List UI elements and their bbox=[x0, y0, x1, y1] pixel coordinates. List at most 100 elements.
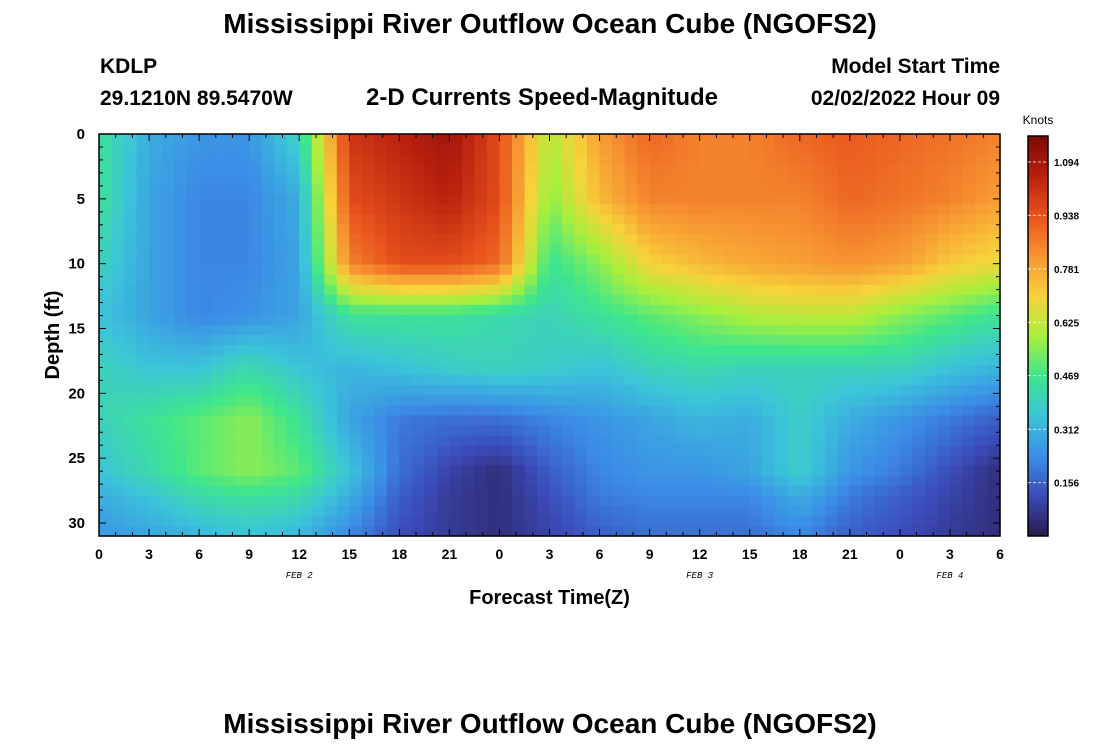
heatmap-cell bbox=[674, 505, 688, 517]
heatmap-cell bbox=[574, 375, 588, 386]
heatmap-cell bbox=[737, 455, 751, 467]
heatmap-cell bbox=[762, 294, 776, 306]
heatmap-cell bbox=[174, 274, 188, 286]
heatmap-cell bbox=[199, 324, 213, 336]
heatmap-cell bbox=[336, 134, 350, 145]
heatmap-cell bbox=[874, 304, 888, 316]
heatmap-cell bbox=[724, 375, 738, 386]
heatmap-cell bbox=[349, 455, 363, 467]
heatmap-cell bbox=[299, 515, 313, 527]
heatmap-cell bbox=[361, 314, 375, 326]
x-tick-label: 3 bbox=[145, 546, 153, 562]
heatmap-cell bbox=[774, 174, 788, 185]
heatmap-cell bbox=[574, 415, 588, 427]
heatmap-cell bbox=[136, 365, 150, 376]
heatmap-cell bbox=[612, 345, 626, 356]
heatmap-cell bbox=[349, 184, 363, 195]
heatmap-cell bbox=[324, 274, 338, 286]
heatmap-cell bbox=[824, 304, 838, 316]
heatmap-cell bbox=[174, 365, 188, 376]
heatmap-cell bbox=[386, 365, 400, 376]
heatmap-cell bbox=[937, 314, 951, 326]
heatmap-cell bbox=[236, 375, 250, 386]
heatmap-cell bbox=[224, 485, 238, 497]
heatmap-cell bbox=[574, 164, 588, 175]
heatmap-cell bbox=[799, 134, 813, 145]
heatmap-cell bbox=[536, 375, 551, 386]
heatmap-cell bbox=[699, 174, 713, 185]
heatmap-cell bbox=[411, 224, 425, 236]
heatmap-cell bbox=[536, 425, 551, 437]
heatmap-cell bbox=[161, 465, 175, 477]
heatmap-cell bbox=[974, 234, 989, 246]
heatmap-cell bbox=[124, 254, 138, 266]
heatmap-cell bbox=[699, 375, 713, 386]
heatmap-cell bbox=[674, 184, 688, 195]
heatmap-cell bbox=[124, 234, 138, 246]
heatmap-cell bbox=[499, 164, 513, 175]
heatmap-cell bbox=[124, 194, 138, 205]
heatmap-cell bbox=[424, 284, 438, 296]
heatmap-cell bbox=[474, 174, 488, 185]
heatmap-cell bbox=[662, 445, 676, 457]
heatmap-cell bbox=[361, 415, 375, 427]
heatmap-cell bbox=[912, 525, 926, 537]
heatmap-cell bbox=[549, 345, 563, 356]
heatmap-cell bbox=[924, 425, 939, 437]
heatmap-cell bbox=[474, 435, 488, 447]
heatmap-cell bbox=[524, 294, 538, 306]
heatmap-cell bbox=[674, 194, 688, 205]
heatmap-cell bbox=[486, 324, 501, 336]
heatmap-cell bbox=[399, 204, 413, 215]
heatmap-cell bbox=[962, 505, 976, 517]
heatmap-cell bbox=[762, 465, 776, 477]
heatmap-cell bbox=[912, 214, 926, 226]
heatmap-cell bbox=[599, 445, 613, 457]
heatmap-cell bbox=[662, 224, 676, 236]
heatmap-cell bbox=[299, 445, 313, 457]
heatmap-cell bbox=[599, 415, 613, 427]
colorbar-unit-label: Knots bbox=[1023, 113, 1054, 127]
heatmap-cell bbox=[324, 405, 338, 416]
heatmap-cell bbox=[712, 144, 726, 155]
heatmap-cell bbox=[411, 355, 425, 366]
heatmap-cell bbox=[674, 355, 688, 366]
heatmap-cell bbox=[99, 485, 113, 497]
heatmap-cell bbox=[849, 174, 863, 185]
heatmap-cell bbox=[887, 425, 901, 437]
heatmap-cell bbox=[787, 485, 801, 497]
heatmap-cell bbox=[111, 174, 125, 185]
heatmap-cell bbox=[937, 505, 951, 517]
heatmap-cell bbox=[261, 294, 275, 306]
heatmap-cell bbox=[411, 324, 425, 336]
heatmap-cell bbox=[562, 164, 576, 175]
heatmap-cell bbox=[824, 244, 838, 256]
heatmap-cell bbox=[562, 445, 576, 457]
heatmap-cell bbox=[499, 505, 513, 517]
heatmap-cell bbox=[587, 495, 601, 507]
heatmap-cell bbox=[687, 154, 701, 165]
heatmap-cell bbox=[974, 525, 989, 537]
heatmap-cell bbox=[649, 214, 663, 226]
heatmap-cell bbox=[411, 314, 425, 326]
heatmap-cell bbox=[649, 174, 663, 185]
heatmap-cell bbox=[511, 174, 526, 185]
heatmap-cell bbox=[674, 234, 688, 246]
heatmap-cell bbox=[124, 244, 138, 256]
y-tick-label: 25 bbox=[68, 450, 85, 467]
heatmap-cell bbox=[386, 174, 400, 185]
heatmap-cell bbox=[724, 324, 738, 336]
heatmap-cell bbox=[937, 355, 951, 366]
heatmap-cell bbox=[587, 284, 601, 296]
heatmap-cell bbox=[136, 314, 150, 326]
heatmap-cell bbox=[161, 335, 175, 346]
heatmap-cell bbox=[299, 335, 313, 346]
heatmap-cell bbox=[824, 184, 838, 195]
heatmap-cell bbox=[774, 455, 788, 467]
heatmap-cell bbox=[211, 435, 225, 447]
heatmap-cell bbox=[837, 294, 851, 306]
heatmap-cell bbox=[712, 335, 726, 346]
heatmap-cell bbox=[111, 365, 125, 376]
heatmap-cell bbox=[211, 515, 225, 527]
heatmap-cell bbox=[549, 475, 563, 487]
